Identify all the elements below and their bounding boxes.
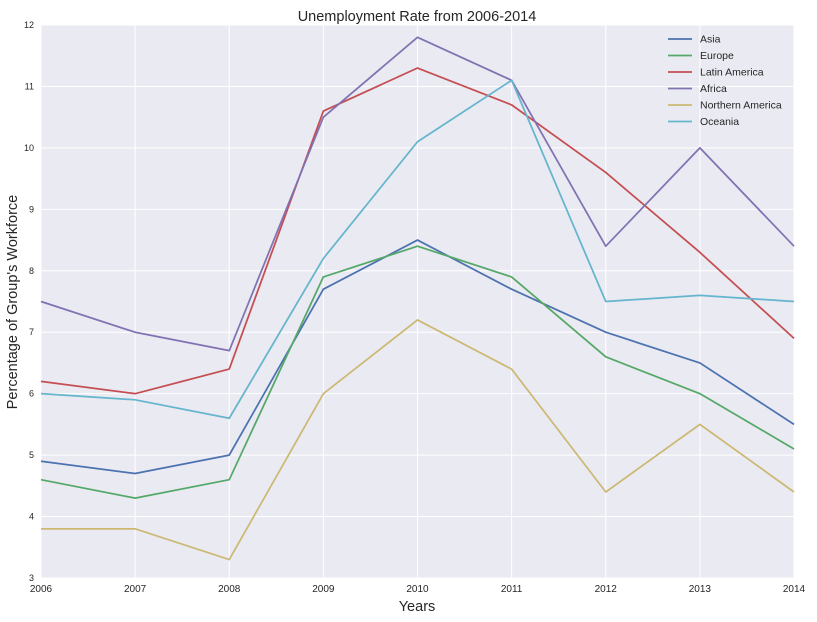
y-tick-label: 4 [29,512,34,522]
y-axis: 3 4 5 6 7 8 9 10 11 12 [24,20,34,583]
x-tick-label: 2014 [783,584,806,595]
y-tick-label: 8 [29,266,34,276]
y-tick-label: 5 [29,450,34,460]
series-line-europe [40,245,795,499]
legend-label-latin-america: Latin America [700,67,764,79]
series-line-northern-america [41,319,795,561]
x-tick-label: 2010 [406,584,429,595]
series-line-asia [40,239,795,475]
y-tick-label: 11 [25,81,34,91]
grid [40,24,795,579]
y-axis-label: Percentage of Group's Workforce [5,195,21,409]
legend-label-oceania: Oceania [700,116,739,128]
y-tick-label: 3 [29,573,34,583]
legend-label-europe: Europe [700,50,734,62]
x-axis: 2006 2007 2008 2009 2010 2011 2012 2013 2014 [30,584,806,595]
legend-label-africa: Africa [700,83,727,95]
x-tick-label: 2013 [689,584,712,595]
y-tick-label: 9 [29,204,34,214]
x-tick-label: 2008 [218,584,241,595]
legend-label-asia: Asia [700,34,721,46]
legend-label-northern-america: Northern America [700,100,782,112]
chart-title: Unemployment Rate from 2006-2014 [298,9,537,25]
y-tick-label: 10 [24,143,34,153]
x-tick-label: 2007 [124,584,147,595]
y-tick-label: 12 [24,20,34,30]
y-tick-label: 7 [29,327,34,337]
x-tick-label: 2012 [595,584,618,595]
x-tick-label: 2006 [30,584,53,595]
series-line-africa [40,36,795,352]
series-lines [40,36,795,561]
x-axis-label: Years [399,599,436,615]
series-line-oceania [40,79,795,420]
x-tick-label: 2011 [501,584,523,595]
y-tick-label: 6 [29,389,34,399]
x-tick-label: 2009 [312,584,335,595]
series-line-latin-america [40,67,795,395]
legend: Asia Europe Latin America Africa Northern Am… [668,34,782,128]
